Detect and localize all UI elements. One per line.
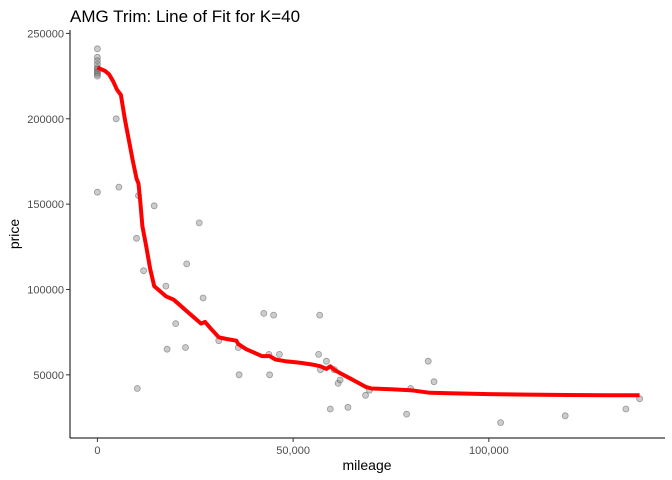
- data-point: [430, 378, 438, 386]
- data-point: [235, 371, 243, 379]
- plot-area: [94, 45, 643, 427]
- chart-title: AMG Trim: Line of Fit for K=40: [70, 7, 300, 26]
- x-axis-ticks: 0 50,000 100,000: [94, 438, 509, 457]
- data-point: [94, 45, 101, 53]
- data-point: [115, 183, 123, 191]
- x-tick-label: 50,000: [276, 445, 310, 457]
- data-point: [322, 357, 330, 365]
- data-point: [94, 72, 101, 80]
- data-point: [424, 357, 432, 365]
- data-point: [326, 405, 334, 413]
- y-axis-ticks: 50000 100000 150000 200000 250000: [27, 28, 70, 382]
- data-point: [266, 371, 274, 379]
- y-tick-label: 100000: [27, 284, 64, 296]
- data-point: [162, 282, 170, 290]
- y-tick-label: 150000: [27, 199, 64, 211]
- data-point: [336, 376, 344, 384]
- data-point: [133, 385, 141, 392]
- data-point: [94, 188, 101, 196]
- data-point: [94, 71, 101, 78]
- data-point: [497, 419, 505, 427]
- data-point: [334, 379, 342, 387]
- y-tick-label: 200000: [27, 114, 64, 126]
- data-point: [94, 60, 101, 68]
- y-axis-label: price: [6, 219, 22, 250]
- x-axis-label: mileage: [342, 457, 391, 473]
- data-point: [561, 412, 569, 420]
- x-tick-label: 100,000: [469, 445, 509, 457]
- y-tick-label: 250000: [27, 28, 64, 40]
- data-point: [275, 350, 283, 358]
- data-point: [344, 403, 352, 411]
- data-point: [112, 115, 120, 123]
- data-point: [199, 294, 207, 302]
- data-point: [270, 311, 278, 319]
- data-point: [183, 260, 191, 268]
- data-point: [94, 53, 101, 61]
- data-point: [403, 410, 411, 418]
- data-point: [315, 350, 323, 358]
- data-point: [260, 309, 268, 317]
- data-point: [133, 234, 140, 242]
- data-point: [195, 219, 203, 227]
- data-point: [140, 267, 148, 275]
- data-point: [362, 391, 369, 399]
- data-point: [622, 405, 630, 413]
- x-tick-label: 0: [94, 445, 100, 457]
- data-point: [172, 320, 180, 328]
- data-point: [316, 311, 324, 319]
- data-point: [182, 344, 189, 351]
- fit-line: [96, 65, 640, 398]
- data-point: [163, 345, 171, 353]
- data-point: [150, 202, 158, 210]
- y-tick-label: 50000: [33, 370, 64, 382]
